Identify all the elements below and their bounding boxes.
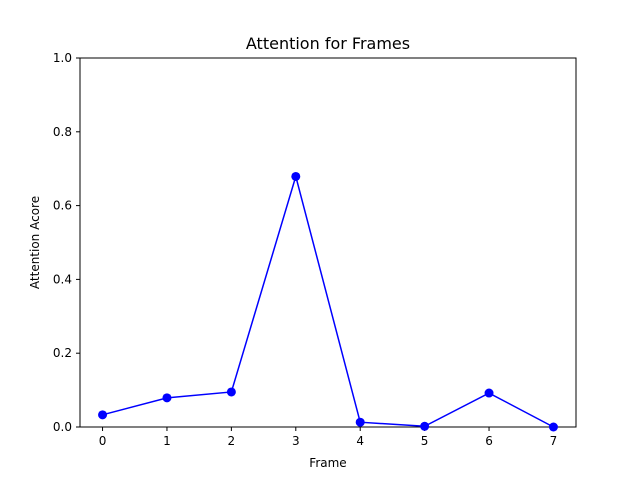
- x-tick-label: 0: [99, 434, 107, 448]
- y-tick-label: 0.2: [53, 346, 72, 360]
- x-tick-label: 5: [421, 434, 429, 448]
- data-point: [226, 387, 236, 397]
- data-point: [162, 393, 172, 403]
- data-point: [355, 417, 365, 427]
- y-tick-label: 0.0: [53, 420, 72, 434]
- data-point: [291, 171, 301, 181]
- y-tick-label: 0.4: [53, 272, 72, 286]
- plot-area-frame: [79, 57, 577, 428]
- y-tick-label: 0.6: [53, 199, 72, 213]
- x-tick-label: 6: [485, 434, 493, 448]
- x-axis-label: Frame: [309, 456, 346, 470]
- data-point: [484, 388, 494, 398]
- data-point: [420, 421, 430, 431]
- x-axis-ticks: 0 1 2 3 4 5 6 7: [99, 427, 558, 448]
- x-tick-label: 4: [356, 434, 364, 448]
- y-tick-label: 1.0: [53, 51, 72, 65]
- x-tick-label: 7: [550, 434, 558, 448]
- x-tick-label: 1: [163, 434, 171, 448]
- y-axis-ticks: 0.0 0.2 0.4 0.6 0.8 1.0: [53, 51, 80, 434]
- series-line: [102, 173, 554, 428]
- x-tick-label: 2: [228, 434, 236, 448]
- x-tick-label: 3: [292, 434, 300, 448]
- y-tick-label: 0.8: [53, 125, 72, 139]
- y-axis-label: Attention Acore: [28, 196, 42, 289]
- data-point: [98, 410, 108, 420]
- chart-title: Attention for Frames: [246, 34, 410, 53]
- data-point: [548, 422, 558, 432]
- series-layer: [98, 171, 558, 432]
